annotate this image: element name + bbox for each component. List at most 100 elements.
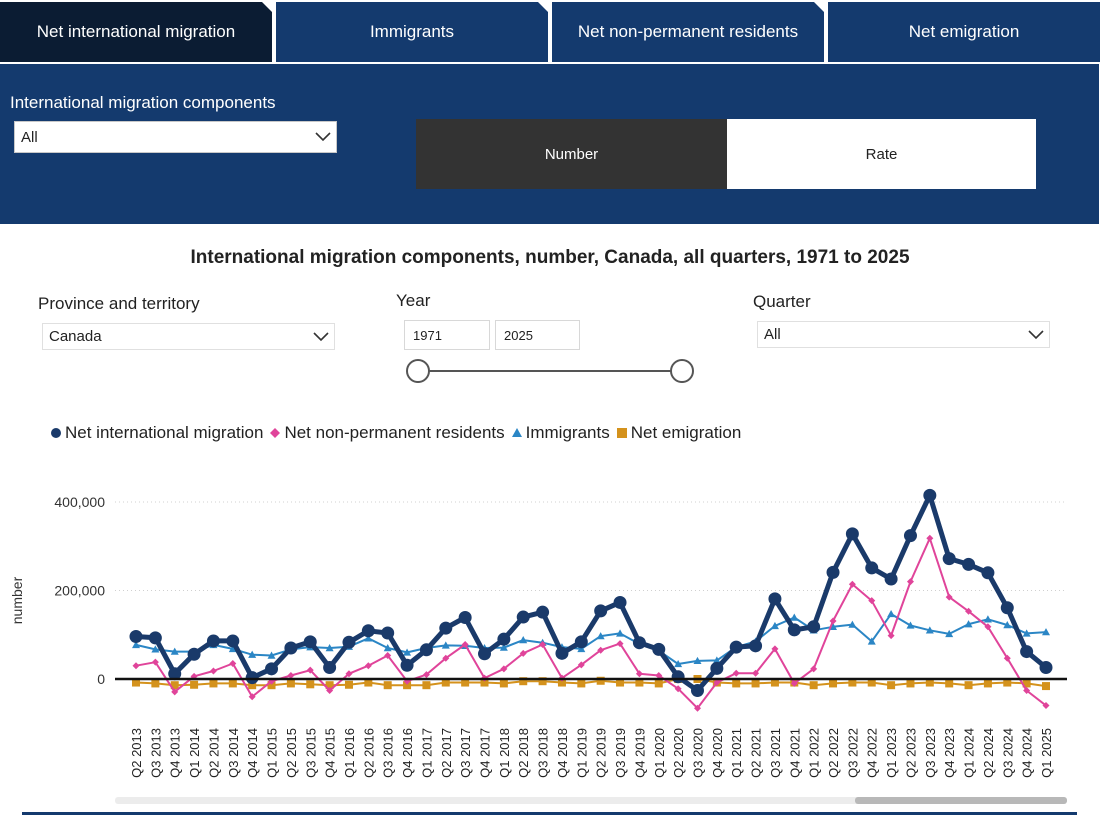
data-point [749, 639, 763, 653]
x-tick-label: Q1 2024 [962, 728, 977, 778]
legend-net-emigration[interactable]: Net emigration [616, 423, 742, 443]
slider-handle-end[interactable] [670, 359, 694, 383]
data-point [945, 679, 954, 688]
data-point [671, 670, 685, 684]
triangle-marker-icon [511, 428, 522, 437]
tab-net-international-migration[interactable]: Net international migration [0, 2, 272, 62]
data-point [1003, 621, 1012, 629]
components-label: International migration components [10, 93, 276, 112]
data-point [1003, 678, 1012, 687]
data-point [867, 637, 876, 645]
tab-net-non-permanent-residents[interactable]: Net non-permanent residents [552, 2, 824, 62]
data-point [732, 669, 740, 677]
data-point [228, 644, 237, 653]
data-point [632, 636, 646, 650]
data-point [848, 580, 856, 588]
legend-net-non-permanent-residents[interactable]: Net non-permanent residents [269, 423, 505, 443]
tab-net-emigration[interactable]: Net emigration [828, 2, 1100, 62]
slider-handle-start[interactable] [406, 359, 430, 383]
data-point [458, 610, 472, 624]
data-point [190, 680, 199, 689]
data-point [364, 634, 373, 642]
data-point [652, 642, 666, 656]
tab-label: Net international migration [36, 22, 236, 41]
x-tick-label: Q4 2024 [1020, 728, 1035, 778]
province-dropdown[interactable]: Canada [42, 323, 335, 350]
series-line [135, 537, 1047, 710]
data-point [751, 679, 760, 688]
data-point [807, 620, 821, 634]
tab-immigrants[interactable]: Immigrants [276, 2, 548, 62]
components-dropdown-value: All [21, 128, 38, 146]
data-point [925, 678, 934, 687]
data-point [768, 592, 782, 606]
data-point [732, 679, 741, 688]
legend-immigrants[interactable]: Immigrants [511, 423, 610, 443]
x-tick-label: Q1 2015 [265, 728, 280, 778]
series-line [135, 492, 1048, 693]
data-point [984, 623, 992, 631]
x-tick-label: Q4 2021 [787, 728, 802, 778]
year-start-input[interactable]: 1971 [404, 320, 490, 350]
data-point [596, 676, 605, 685]
data-point [497, 632, 511, 646]
x-tick-label: Q4 2017 [478, 728, 493, 778]
year-label: Year [396, 291, 431, 310]
data-point [1000, 601, 1014, 615]
data-point [983, 679, 992, 688]
number-toggle-button[interactable]: Number [416, 119, 727, 189]
data-point [519, 636, 528, 644]
data-point [693, 704, 701, 712]
year-range-slider[interactable] [400, 355, 700, 387]
data-point [209, 679, 218, 688]
data-point [206, 634, 220, 648]
data-point [151, 645, 160, 653]
x-tick-label: Q3 2016 [381, 728, 396, 778]
data-point [597, 646, 605, 654]
x-tick-label: Q3 2021 [768, 728, 783, 778]
legend-label: Net emigration [630, 423, 742, 442]
data-point [635, 670, 643, 678]
data-point [403, 681, 412, 690]
data-point [151, 658, 159, 666]
x-tick-label: Q1 2025 [1039, 728, 1054, 778]
x-tick-label: Q3 2015 [303, 728, 318, 778]
data-point [364, 678, 373, 687]
data-point [461, 640, 469, 648]
data-point [964, 681, 973, 690]
data-point [132, 640, 140, 649]
data-point [616, 640, 624, 648]
x-tick-label: Q3 2024 [1000, 728, 1015, 778]
data-point [267, 681, 276, 690]
scrollbar-thumb[interactable] [855, 797, 1067, 804]
legend-net-international-migration[interactable]: Net international migration [50, 423, 263, 443]
quarter-dropdown[interactable]: All [757, 321, 1050, 348]
data-point [577, 644, 586, 653]
chevron-down-icon [1028, 329, 1044, 339]
x-tick-label: Q2 2023 [903, 728, 918, 778]
quarter-label: Quarter [753, 292, 811, 311]
data-point [884, 572, 898, 586]
data-point [478, 647, 492, 661]
data-point [887, 609, 896, 618]
x-tick-label: Q3 2023 [923, 728, 938, 778]
x-tick-label: Q4 2016 [400, 728, 415, 778]
data-point [555, 646, 569, 660]
data-point [361, 624, 375, 638]
circle-marker-icon [51, 428, 61, 438]
x-tick-label: Q1 2016 [342, 728, 357, 778]
components-dropdown[interactable]: All [14, 121, 337, 153]
rate-toggle-label: Rate [865, 145, 898, 163]
data-point [887, 632, 895, 640]
data-point [344, 680, 353, 689]
rate-toggle-button[interactable]: Rate [727, 119, 1036, 189]
data-point [1023, 687, 1031, 695]
data-point [168, 667, 182, 681]
year-end-input[interactable]: 2025 [495, 320, 580, 350]
data-point [674, 685, 682, 693]
horizontal-scrollbar[interactable] [115, 797, 1067, 804]
data-point [613, 595, 627, 609]
series-net-international-migration [129, 488, 1053, 698]
data-point [267, 651, 276, 659]
chart-title: International migration components, numb… [190, 247, 910, 268]
